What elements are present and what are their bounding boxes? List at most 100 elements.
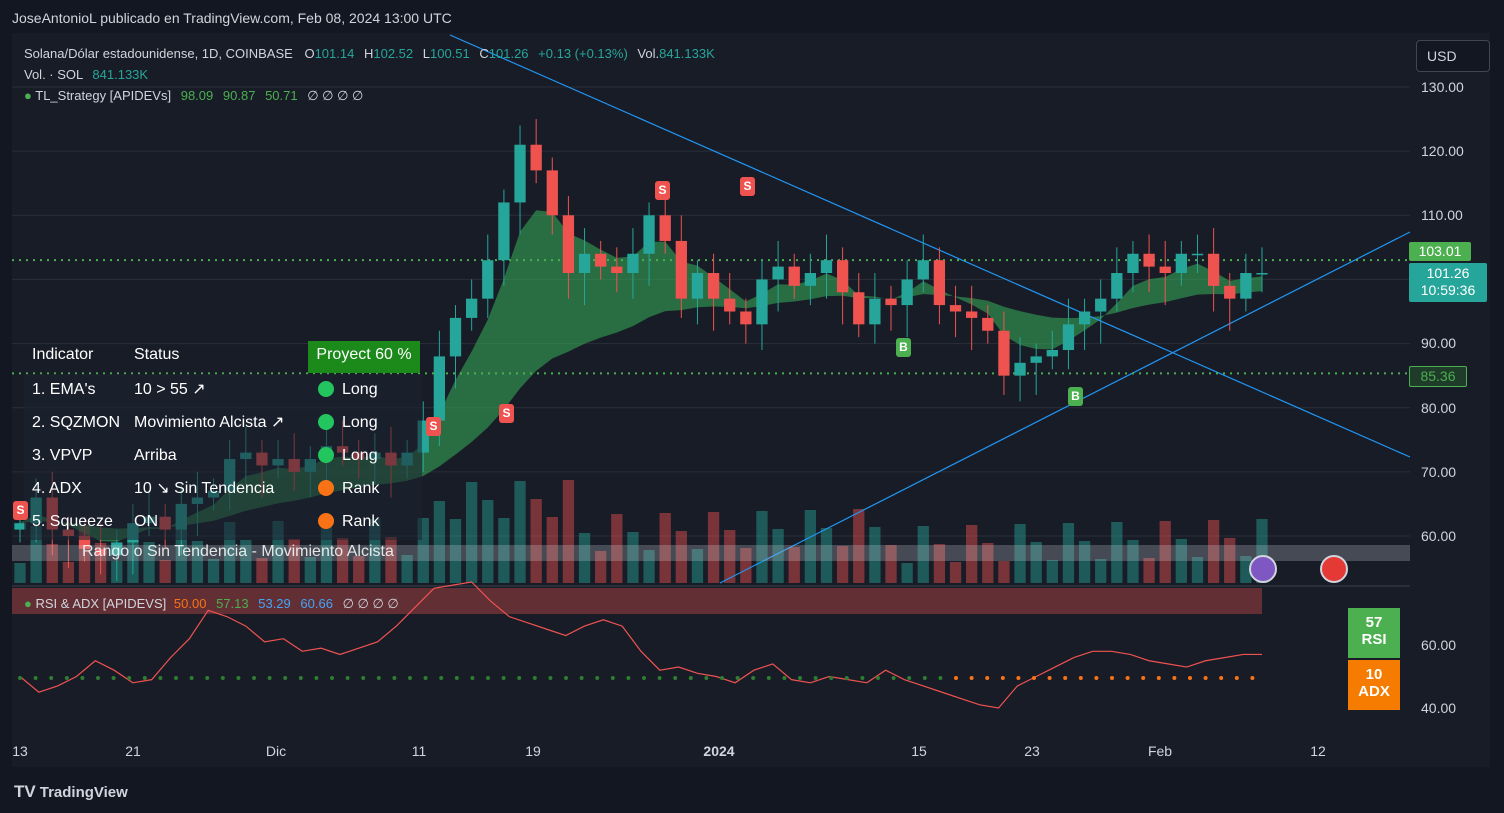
- low-label: L: [422, 46, 430, 61]
- currency-button[interactable]: USD: [1416, 40, 1490, 72]
- adx-dot: [735, 676, 740, 680]
- change-value: +0.13 (+0.13%): [538, 46, 628, 61]
- adx-dot: [330, 676, 334, 680]
- volume-bar: [982, 543, 994, 583]
- candle-body: [675, 240, 687, 299]
- adx-dot: [49, 676, 54, 680]
- candle-body: [659, 215, 671, 241]
- adx-dot: [142, 676, 147, 680]
- adx-dot: [1141, 676, 1146, 680]
- adx-dot: [64, 676, 69, 680]
- x-tick: 19: [525, 743, 541, 759]
- rsi-badge: 57 RSI: [1348, 608, 1400, 658]
- adx-dot: [96, 676, 100, 680]
- low-value: 100.51: [429, 46, 470, 61]
- candle-body: [14, 523, 26, 530]
- ascending-trendline: [719, 231, 1411, 584]
- volume-bar: [449, 519, 462, 583]
- sell-signal: S: [499, 404, 514, 423]
- volume-bar: [917, 526, 929, 583]
- adx-dot: [704, 676, 709, 680]
- volume-bar: [304, 557, 316, 583]
- x-tick: 12: [1310, 743, 1326, 759]
- table-footer-band: [12, 545, 1410, 561]
- candle-body: [530, 144, 542, 171]
- volume-bar: [288, 539, 300, 583]
- adx-dot: [1219, 676, 1224, 680]
- volume-bar: [433, 501, 446, 583]
- lightning-icon[interactable]: [1249, 555, 1277, 583]
- adx-dot: [486, 676, 490, 680]
- rsi-legend: ● RSI & ADX [APIDEVS] 50.00 57.13 53.29 …: [24, 596, 399, 612]
- x-tick: Dic: [265, 743, 287, 759]
- adx-dot: [361, 676, 366, 680]
- volume-bar: [740, 548, 752, 583]
- candle-body: [611, 266, 623, 274]
- candle-body: [465, 298, 478, 318]
- tradingview-logo[interactable]: TV TradingView: [14, 782, 128, 802]
- candle-body: [804, 273, 817, 286]
- candle-body: [788, 266, 800, 286]
- adx-dot: [1094, 676, 1099, 680]
- adx-dot: [423, 676, 428, 680]
- adx-dot: [891, 676, 896, 680]
- candle-body: [1078, 311, 1091, 325]
- adx-dot: [158, 676, 163, 680]
- col-status: Status: [134, 346, 180, 363]
- adx-dot: [626, 676, 631, 680]
- volume-legend: Vol. · SOL 841.133K: [24, 67, 148, 82]
- adx-dot: [408, 676, 412, 680]
- adx-dot: [766, 676, 771, 680]
- candle-body: [691, 273, 704, 299]
- candle-body: [998, 330, 1010, 376]
- candle-countdown: 10:59:36: [1420, 282, 1476, 298]
- adx-dot: [985, 676, 990, 680]
- adx-dot: [189, 676, 194, 680]
- candle-body: [1030, 356, 1042, 363]
- volume-bar: [191, 541, 204, 583]
- indicator-signal: Long: [342, 381, 378, 398]
- adx-dot: [673, 676, 678, 680]
- candle-body: [756, 279, 768, 325]
- volume-bar: [1207, 520, 1220, 583]
- adx-dot: [236, 676, 241, 680]
- adx-dot: [876, 676, 880, 680]
- indicator-signal: Rank: [342, 480, 380, 497]
- sell-signal: S: [740, 177, 755, 196]
- candle-body: [772, 266, 784, 280]
- volume-bar: [498, 518, 510, 583]
- indicator-status: Arriba: [134, 447, 177, 464]
- descending-trendline: [449, 34, 1411, 458]
- us-flag-icon[interactable]: [1320, 555, 1348, 583]
- adx-dot: [205, 676, 210, 680]
- volume-value: 841.133K: [659, 46, 715, 61]
- adx-dot: [267, 676, 272, 680]
- open-label: O: [304, 46, 315, 61]
- candle-body: [724, 298, 736, 312]
- rsi-empty-marks: ∅ ∅ ∅ ∅: [342, 596, 399, 611]
- volume-bar: [756, 511, 768, 583]
- volume-bar: [901, 563, 913, 583]
- buy-signal: B: [896, 338, 911, 357]
- candle-body: [982, 317, 994, 331]
- support-tag: 85.36: [1409, 366, 1467, 387]
- price-tick: 110.00: [1421, 207, 1463, 223]
- adx-badge: 10 ADX: [1348, 660, 1400, 710]
- candle-body: [1159, 266, 1171, 274]
- volume-bar: [643, 550, 655, 583]
- volume-bar: [691, 549, 704, 583]
- adx-dot: [470, 676, 475, 680]
- adx-dot: [454, 676, 459, 680]
- price-tick: 90.00: [1421, 335, 1457, 351]
- x-tick: 11: [411, 743, 427, 759]
- volume-bar: [1191, 557, 1204, 583]
- volume-bar: [465, 482, 478, 583]
- volume-bar: [546, 517, 558, 583]
- volume-bar: [530, 499, 542, 583]
- signal-dot-icon: [318, 414, 334, 430]
- adx-dot: [1032, 676, 1036, 680]
- volume-row-value: 841.133K: [92, 67, 149, 82]
- indicator-status: ON: [134, 513, 158, 530]
- adx-dot: [220, 676, 225, 680]
- candle-body: [1256, 273, 1268, 275]
